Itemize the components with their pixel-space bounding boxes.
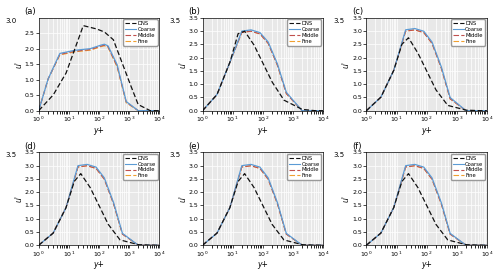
X-axis label: y+: y+ [94, 260, 104, 269]
Text: 3.5: 3.5 [334, 18, 344, 24]
Legend: DNS, Coarse, Middle, Fine: DNS, Coarse, Middle, Fine [451, 20, 485, 46]
X-axis label: y+: y+ [421, 260, 432, 269]
X-axis label: y+: y+ [258, 126, 268, 134]
Legend: DNS, Coarse, Middle, Fine: DNS, Coarse, Middle, Fine [451, 154, 485, 180]
Legend: DNS, Coarse, Middle, Fine: DNS, Coarse, Middle, Fine [288, 20, 322, 46]
Text: 3.0: 3.0 [6, 18, 17, 24]
Y-axis label: u': u' [14, 195, 24, 202]
Text: (e): (e) [188, 142, 200, 150]
Text: (b): (b) [188, 7, 200, 16]
X-axis label: y+: y+ [421, 126, 432, 134]
Y-axis label: u': u' [14, 61, 24, 68]
Legend: DNS, Coarse, Middle, Fine: DNS, Coarse, Middle, Fine [124, 154, 158, 180]
Y-axis label: u': u' [342, 61, 351, 68]
Y-axis label: u': u' [178, 61, 187, 68]
Text: 3.5: 3.5 [6, 152, 17, 158]
Y-axis label: u': u' [178, 195, 187, 202]
Text: (c): (c) [352, 7, 363, 16]
Legend: DNS, Coarse, Middle, Fine: DNS, Coarse, Middle, Fine [124, 20, 158, 46]
Text: 3.5: 3.5 [170, 152, 181, 158]
X-axis label: y+: y+ [94, 126, 104, 134]
Text: (d): (d) [24, 142, 36, 150]
Text: 3.5: 3.5 [170, 18, 181, 24]
Legend: DNS, Coarse, Middle, Fine: DNS, Coarse, Middle, Fine [288, 154, 322, 180]
Y-axis label: u': u' [342, 195, 351, 202]
X-axis label: y+: y+ [258, 260, 268, 269]
Text: (a): (a) [24, 7, 36, 16]
Text: (f): (f) [352, 142, 362, 150]
Text: 3.5: 3.5 [334, 152, 344, 158]
